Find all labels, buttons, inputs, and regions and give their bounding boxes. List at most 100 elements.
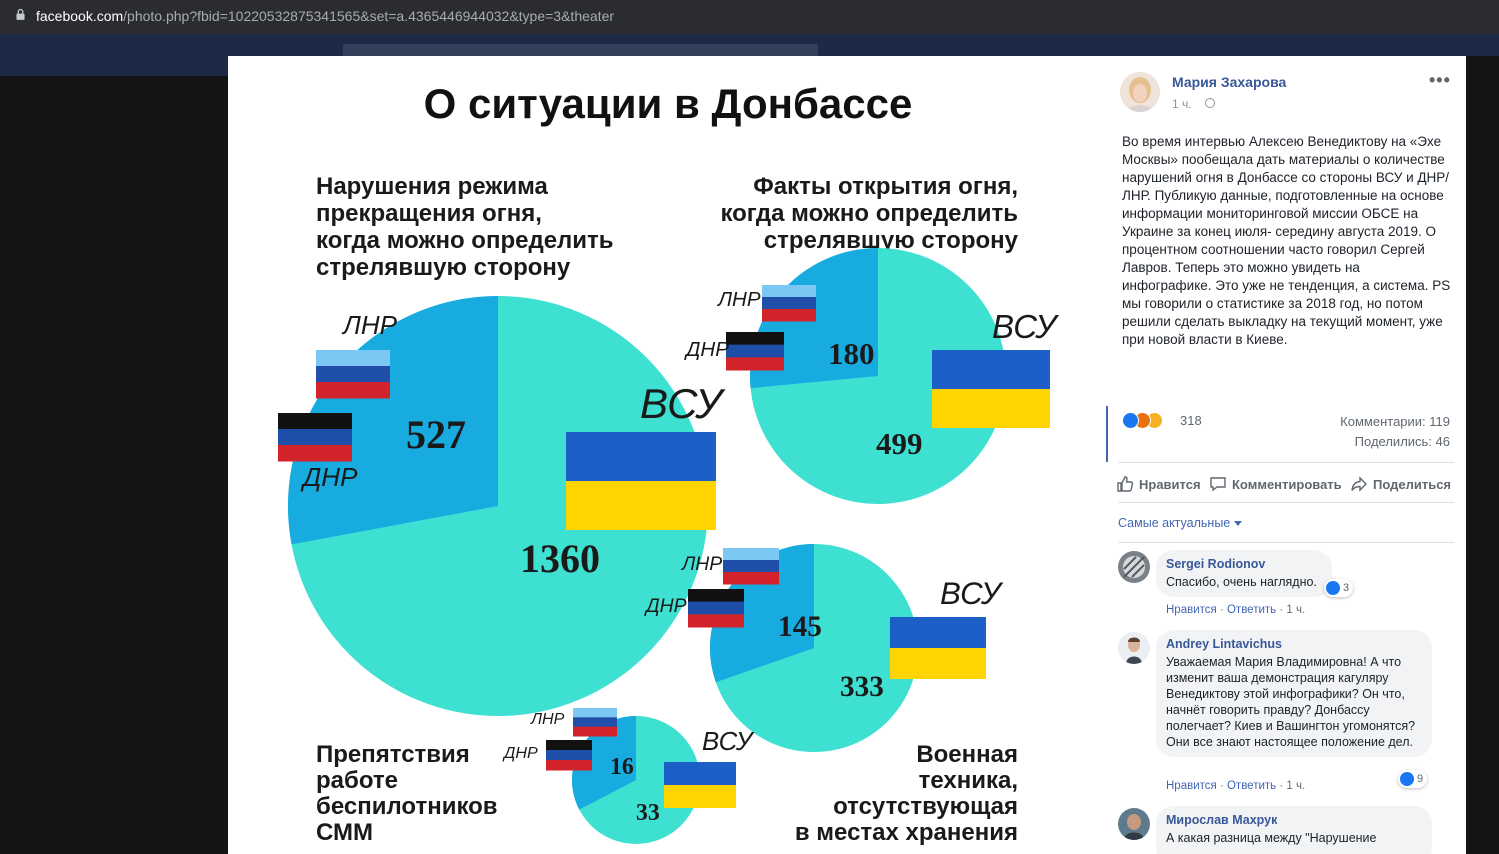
browser-address-bar[interactable]: facebook.com/photo.php?fbid=102205328753…	[0, 0, 1499, 34]
commenter-avatar-image	[1118, 551, 1150, 583]
like-reaction-icon	[1122, 412, 1139, 429]
section1-heading-line1: Нарушения режима	[316, 173, 549, 200]
comment-text: А какая разница между "Нарушение	[1166, 831, 1377, 845]
dnr-flag-stripe	[688, 589, 744, 603]
vsu-label: ВСУ	[640, 380, 726, 427]
comment-button-label: Комментировать	[1232, 476, 1342, 492]
focus-indicator	[1106, 406, 1108, 462]
dnr-flag	[688, 589, 744, 628]
lnr-flag-stripe	[762, 309, 816, 322]
section1-heading-line4: стрелявшую сторону	[316, 254, 571, 281]
vsu-label: ВСУ	[940, 576, 1004, 611]
comment-text: Спасибо, очень наглядно.	[1166, 575, 1317, 589]
comment-reply-link[interactable]: Ответить	[1226, 780, 1277, 792]
dnr-flag	[546, 740, 592, 771]
author-avatar[interactable]	[1120, 72, 1160, 112]
section2-heading-line2: когда можно определить	[720, 200, 1018, 227]
lnr-flag-stripe	[316, 382, 390, 399]
section4-heading-line4: СММ	[316, 819, 373, 846]
photo-viewer[interactable]: О ситуации в Донбассе Нарушения режима п…	[228, 56, 1106, 854]
globe-icon	[1205, 98, 1215, 108]
url-path: /photo.php?fbid=10220532875341565&set=a.…	[123, 8, 615, 24]
caret-down-icon	[1234, 521, 1243, 527]
divider	[1118, 542, 1454, 543]
comment-time[interactable]: 1 ч.	[1286, 780, 1306, 792]
comment-avatar[interactable]	[1118, 551, 1150, 583]
lnr-flag-stripe	[573, 717, 617, 728]
lnr-flag-stripe	[723, 560, 779, 573]
commenter-avatar-image	[1118, 808, 1150, 840]
comment-avatar[interactable]	[1118, 808, 1150, 840]
lnr-label: ЛНР	[680, 553, 722, 575]
comment-like-number: 9	[1417, 773, 1424, 785]
share-button[interactable]: Поделиться	[1350, 474, 1451, 494]
sort-label: Самые актуальные	[1118, 516, 1231, 530]
lnr-flag-stripe	[316, 366, 390, 383]
commenter-name[interactable]: Мирослав Махрук	[1166, 813, 1278, 827]
section2-heading-line1: Факты открытия огня,	[753, 173, 1018, 200]
like-button[interactable]: Нравится	[1116, 474, 1201, 494]
dnr-flag-stripe	[278, 429, 352, 446]
commenter-name[interactable]: Andrey Lintavichus	[1166, 637, 1282, 651]
section4-heading-line2: работе	[316, 767, 398, 794]
lnr-flag-stripe	[573, 708, 617, 718]
vsu-label: ВСУ	[702, 728, 755, 756]
reaction-count: 318	[1180, 413, 1202, 428]
ukraine-flag-yellow	[664, 785, 736, 808]
shares-count-link[interactable]: Поделились: 46	[1354, 434, 1450, 449]
lnr-flag-stripe	[316, 350, 390, 367]
ukraine-flag	[890, 617, 986, 679]
comment-bubble: Andrey Lintavichus Уважаемая Мария Влади…	[1156, 630, 1432, 757]
dnr-label: ДНР	[502, 744, 538, 762]
divider	[1118, 502, 1454, 503]
comment-text: Уважаемая Мария Владимировна! А что изме…	[1166, 655, 1416, 749]
thumbs-up-icon	[1117, 476, 1134, 492]
like-button-label: Нравится	[1139, 476, 1201, 492]
dnr-flag	[726, 332, 784, 371]
comment-reply-link[interactable]: Ответить	[1226, 604, 1277, 616]
dnr-lnr-value-label: 180	[828, 336, 875, 371]
like-reaction-icon	[1326, 581, 1340, 595]
theater-backdrop-right[interactable]	[1466, 56, 1499, 854]
lnr-flag	[723, 548, 779, 585]
url-text[interactable]: facebook.com/photo.php?fbid=102205328753…	[36, 8, 614, 24]
dnr-label: ДНР	[300, 462, 358, 492]
ukraine-flag-yellow	[932, 389, 1050, 428]
comment-bubble: Sergei Rodionov Спасибо, очень наглядно.	[1156, 550, 1332, 597]
commenter-avatar-image	[1118, 632, 1150, 664]
infographic: О ситуации в Донбассе Нарушения режима п…	[278, 80, 1059, 846]
like-reaction-icon	[1400, 772, 1414, 786]
dnr-flag-stripe	[688, 614, 744, 628]
post-timestamp[interactable]: 1 ч.	[1172, 97, 1192, 111]
infographic-title: О ситуации в Донбассе	[424, 80, 913, 127]
ukraine-flag	[664, 762, 736, 808]
comment-like-count[interactable]: 3	[1324, 579, 1354, 597]
share-button-label: Поделиться	[1373, 476, 1452, 492]
dnr-flag-stripe	[278, 445, 352, 462]
lnr-label: ЛНР	[716, 288, 761, 311]
more-options-icon[interactable]: •••	[1429, 70, 1451, 90]
ukraine-flag-blue	[890, 617, 986, 648]
comment-like-count[interactable]: 9	[1398, 770, 1428, 788]
lnr-flag-stripe	[723, 548, 779, 561]
comment-time[interactable]: 1 ч.	[1286, 604, 1306, 616]
lock-icon	[16, 8, 25, 20]
comment-sort-dropdown[interactable]: Самые актуальные	[1118, 516, 1243, 530]
comments-count-link[interactable]: Комментарии: 119	[1340, 414, 1450, 429]
dnr-flag-stripe	[726, 357, 784, 371]
dnr-flag-stripe	[546, 760, 592, 771]
comment-button[interactable]: Комментировать	[1209, 474, 1342, 494]
section3-heading-line1: Военная	[916, 741, 1018, 768]
comment-like-link[interactable]: Нравится	[1166, 604, 1217, 616]
commenter-name[interactable]: Sergei Rodionov	[1166, 557, 1266, 571]
vsu-value-label: 33	[636, 800, 660, 826]
vsu-value-label: 1360	[520, 536, 600, 581]
dnr-flag-stripe	[726, 332, 784, 346]
post-author-name[interactable]: Мария Захарова	[1172, 74, 1287, 90]
ukraine-flag-blue	[932, 350, 1050, 389]
comment-avatar[interactable]	[1118, 632, 1150, 664]
lnr-flag	[573, 708, 617, 737]
dnr-lnr-value-label: 527	[406, 412, 466, 457]
share-icon	[1351, 476, 1367, 492]
comment-like-link[interactable]: Нравится	[1166, 780, 1217, 792]
